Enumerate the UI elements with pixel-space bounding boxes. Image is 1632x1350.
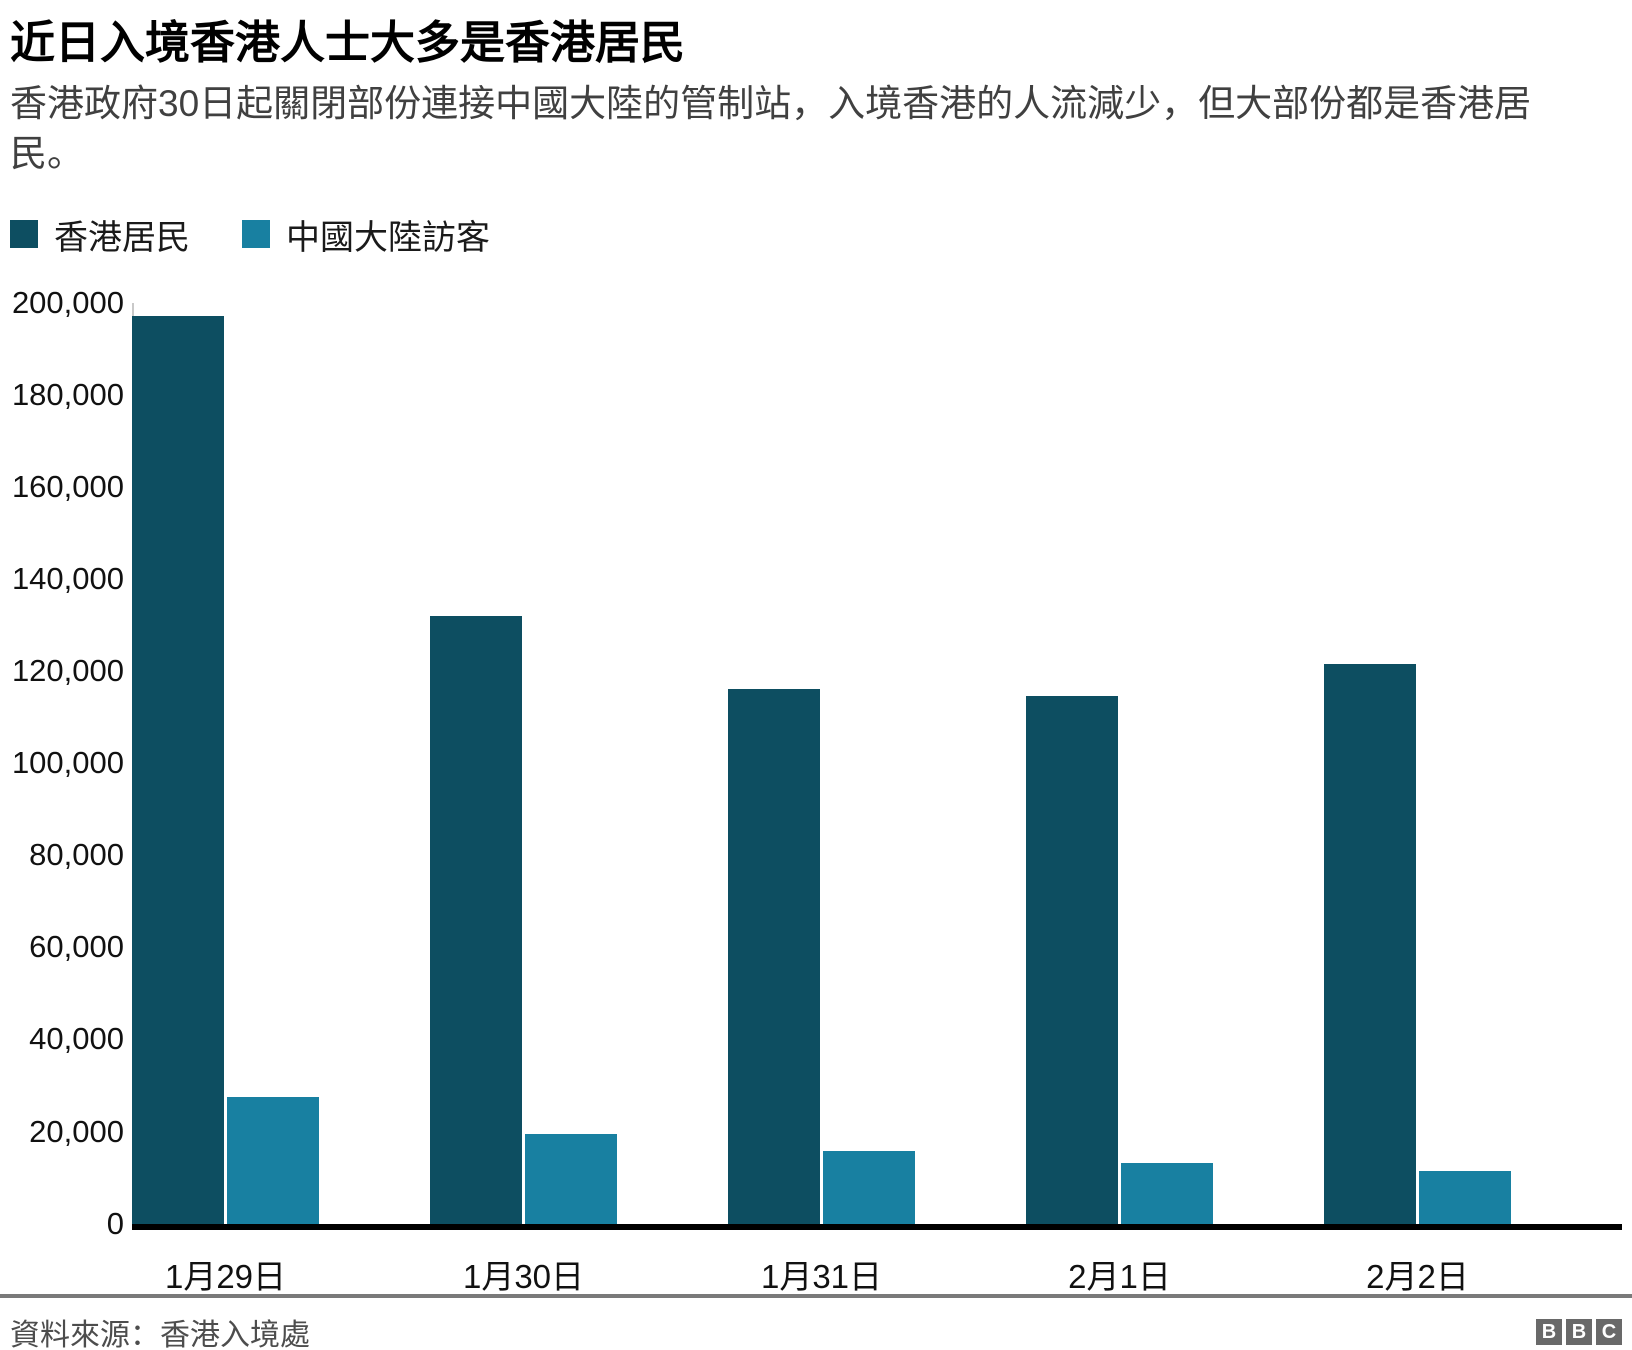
bbc-logo-letter: C (1596, 1319, 1622, 1345)
y-tick-label: 20,000 (29, 1113, 124, 1149)
legend-item-hk-residents: 香港居民 (10, 210, 190, 259)
x-axis-labels: 1月29日 1月30日 1月31日 2月1日 2月2日 (132, 1250, 1622, 1298)
bar-hk-residents (132, 316, 224, 1224)
bar-groups (132, 303, 1622, 1224)
y-tick-label: 200,000 (11, 284, 124, 320)
bbc-logo-letter: B (1566, 1319, 1592, 1345)
bar-hk-residents (1026, 696, 1118, 1224)
plot-area (132, 302, 1622, 1230)
y-tick-label: 180,000 (11, 376, 124, 412)
bar-hk-residents (430, 615, 522, 1224)
bar-pair (1324, 303, 1511, 1224)
chart-subtitle: 香港政府30日起關閉部份連接中國大陸的管制站，入境香港的人流減少，但大部份都是香… (10, 83, 1532, 175)
x-tick-label: 1月29日 (164, 1257, 287, 1295)
bar-group (1324, 303, 1622, 1224)
bar-group (132, 303, 430, 1224)
bar-group (728, 303, 1026, 1224)
legend-swatch-hk-residents (10, 220, 38, 249)
x-label-slot: 2月2日 (1324, 1250, 1622, 1298)
bar-mainland-visitors (1419, 1170, 1511, 1224)
legend-label-mainland-visitors: 中國大陸訪客 (286, 218, 490, 257)
chart-title: 近日入境香港人士大多是香港居民 (10, 17, 686, 68)
x-tick-label: 2月2日 (1366, 1257, 1469, 1295)
y-tick-label: 60,000 (29, 929, 124, 965)
y-tick-label: 0 (106, 1205, 124, 1241)
bar-pair (132, 303, 319, 1224)
bar-mainland-visitors (1121, 1162, 1213, 1224)
bar-pair (1026, 303, 1213, 1224)
bar-mainland-visitors (525, 1133, 617, 1224)
bar-group (430, 303, 728, 1224)
bar-chart: 200,000 180,000 160,000 140,000 120,000 100,0… (10, 285, 1622, 1241)
y-tick-label: 120,000 (11, 653, 124, 689)
y-tick-label: 160,000 (11, 468, 124, 504)
x-axis-line (132, 1223, 1622, 1230)
bar-group (1026, 303, 1324, 1224)
x-tick-label: 1月30日 (462, 1257, 585, 1295)
bar-mainland-visitors (823, 1150, 915, 1224)
x-tick-label: 1月31日 (760, 1257, 883, 1295)
bbc-logo-letter: B (1536, 1319, 1562, 1345)
y-tick-label: 100,000 (11, 745, 124, 781)
page: 近日入境香港人士大多是香港居民 香港政府30日起關閉部份連接中國大陸的管制站，入… (0, 6, 1632, 1350)
x-tick-label: 2月1日 (1068, 1257, 1171, 1295)
x-label-slot: 1月30日 (430, 1250, 728, 1298)
bar-hk-residents (728, 689, 820, 1224)
x-label-slot: 2月1日 (1026, 1250, 1324, 1298)
bar-mainland-visitors (227, 1097, 319, 1224)
y-axis: 200,000 180,000 160,000 140,000 120,000 100,0… (10, 285, 132, 1241)
bbc-logo: B B C (1536, 1319, 1622, 1345)
bar-hk-residents (1324, 664, 1416, 1224)
y-tick-label: 40,000 (29, 1021, 124, 1057)
bar-pair (430, 303, 617, 1224)
x-label-slot: 1月29日 (132, 1250, 430, 1298)
y-tick-label: 80,000 (29, 837, 124, 873)
y-tick-label: 140,000 (11, 560, 124, 596)
bar-pair (728, 303, 915, 1224)
legend-label-hk-residents: 香港居民 (54, 218, 190, 257)
legend-item-mainland-visitors: 中國大陸訪客 (242, 210, 490, 259)
footer: 資料來源：香港入境處 B B C (0, 1294, 1632, 1350)
source-text: 資料來源：香港入境處 (10, 1319, 310, 1350)
legend-swatch-mainland-visitors (242, 220, 270, 249)
x-label-slot: 1月31日 (728, 1250, 1026, 1298)
legend: 香港居民 中國大陸訪客 (10, 210, 1622, 259)
